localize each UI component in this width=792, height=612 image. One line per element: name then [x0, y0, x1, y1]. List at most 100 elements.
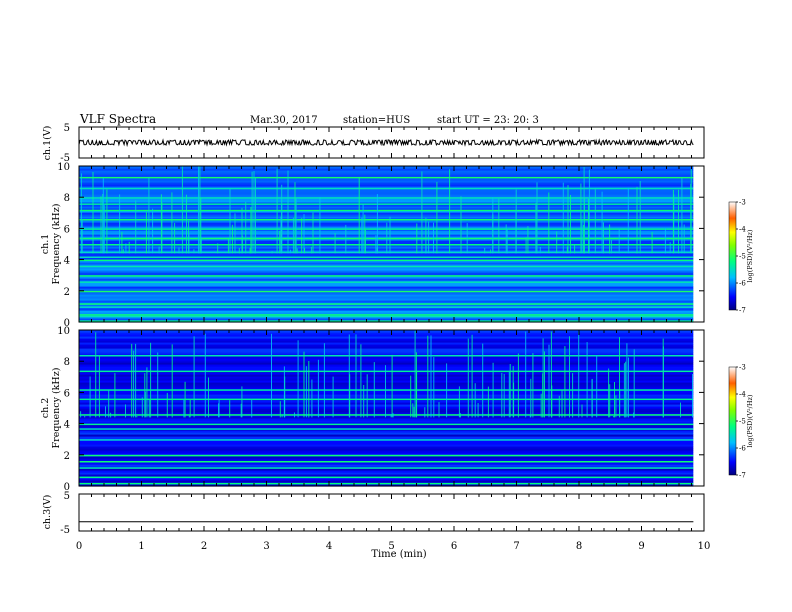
spectrogram-streak [188, 415, 190, 418]
colorbar-tick-label: -3 [739, 364, 746, 372]
colorbar-tick-label: -6 [739, 445, 746, 453]
spectrogram-streak [119, 194, 121, 254]
spectrogram-row [79, 210, 694, 213]
spectrogram-row [79, 264, 694, 267]
spectrogram-row [79, 288, 694, 291]
spectrogram-streak [487, 386, 489, 418]
spectrogram-row [79, 180, 694, 183]
spectrogram-streak [449, 169, 451, 254]
spectrogram-band [79, 439, 694, 441]
spectrogram-row [79, 342, 694, 345]
spectrogram-band [79, 228, 694, 230]
spectrogram-band [79, 244, 694, 246]
spectrogram-streak [362, 204, 364, 254]
ch1-waveform-trace [78, 138, 694, 148]
spectrogram-band [79, 203, 694, 205]
spectrogram-streak [633, 349, 635, 418]
spectrogram-streak [295, 198, 297, 254]
spectrogram-streak [98, 355, 100, 418]
spectrogram-row [79, 300, 694, 303]
spectrogram-streak [271, 333, 272, 418]
spectrogram-row [79, 364, 694, 367]
spectrogram-row [79, 380, 694, 383]
spectrogram-row [79, 426, 694, 429]
spectrogram-streak [474, 383, 476, 418]
spectrogram-streak [425, 217, 427, 254]
spectrogram-row [79, 394, 694, 397]
spectrogram-row [79, 474, 694, 477]
spectrogram-streak [430, 335, 432, 418]
spectrogram-streak [121, 231, 123, 254]
spectrogram-streak [287, 170, 289, 254]
spectrogram-streak [199, 166, 201, 254]
spectrogram-row [79, 430, 694, 433]
spectrogram-streak [122, 249, 124, 254]
spectrogram-streak [108, 390, 110, 418]
spectrogram-streak [525, 237, 527, 254]
spectrogram-band [79, 315, 694, 318]
spectrogram-streak [623, 363, 625, 418]
spectrogram-streak [103, 205, 105, 254]
spectrogram-streak [144, 391, 146, 418]
spectrogram-streak [279, 230, 281, 254]
spectrogram-streak [95, 332, 97, 418]
spectrogram-streak [438, 402, 440, 418]
spectrogram-streak [509, 364, 511, 418]
spectrogram-streak [312, 212, 314, 254]
spectrogram-streak [539, 246, 541, 254]
spectrogram-streak [566, 246, 568, 254]
ch1-ytick-bottom: -5 [60, 153, 70, 164]
spectrogram-streak [360, 344, 362, 418]
spectrogram-streak [492, 362, 494, 418]
spectrogram-streak [627, 187, 629, 254]
spectrogram-streak [586, 342, 588, 418]
spectrogram-streak [304, 248, 306, 254]
spectrogram-streak [433, 222, 434, 254]
spectrogram-no-data [693, 330, 704, 486]
spectrogram-row [79, 392, 694, 395]
spectrogram-streak [564, 346, 566, 418]
spectrogram-streak [323, 343, 325, 418]
spectrogram-row [79, 184, 694, 187]
spectrogram-streak [561, 390, 563, 418]
spectrogram-streak [148, 177, 150, 254]
x-tick-label: 0 [76, 541, 82, 552]
spectrogram-streak [238, 248, 240, 254]
spectrogram-streak [572, 373, 574, 418]
spectrogram-streak [189, 399, 191, 418]
spectrogram-streak [421, 171, 423, 254]
x-tick-label: 4 [326, 541, 332, 552]
spectrogram-streak [467, 338, 469, 418]
spectrogram-row [79, 286, 694, 289]
spectrogram-streak [174, 222, 176, 254]
spectrogram-row [79, 362, 694, 365]
spectrogram-row [79, 384, 694, 387]
spectrogram-streak [385, 365, 386, 418]
spectrogram-streak [550, 331, 552, 418]
colorbar-tick-label: -6 [739, 280, 746, 288]
spectrogram-row [79, 360, 694, 363]
spectrogram-streak [105, 406, 106, 418]
spectrogram-row [79, 406, 694, 409]
spectrogram-streak [536, 182, 538, 254]
x-tick-label: 5 [388, 541, 394, 552]
spectrogram-row [79, 452, 694, 455]
spectrogram-streak [501, 372, 503, 418]
spectrogram-streak [412, 403, 414, 418]
x-tick-label: 3 [263, 541, 269, 552]
x-tick-label: 8 [576, 541, 582, 552]
spectrogram-streak [218, 403, 219, 418]
spectrogram-row [79, 310, 694, 313]
spectrogram-band [79, 219, 694, 221]
spectrogram-streak [303, 351, 305, 418]
spectrogram-streak [391, 354, 393, 418]
spectrogram-row [79, 332, 694, 335]
spectrogram-row [79, 424, 694, 427]
spectrogram-streak [376, 247, 378, 254]
spectrogram-band [79, 461, 694, 463]
spectrogram-band [79, 237, 694, 240]
spectrogram-streak [310, 246, 312, 254]
spectrogram-streak [503, 373, 505, 418]
spectrogram-streak [204, 333, 206, 418]
spectrogram-row [79, 344, 694, 347]
